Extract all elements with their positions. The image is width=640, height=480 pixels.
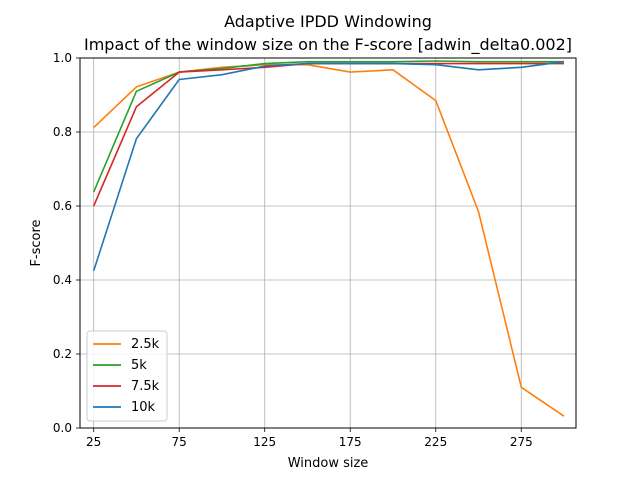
x-axis-label: Window size bbox=[288, 456, 369, 471]
x-tick-label: 75 bbox=[172, 435, 187, 449]
x-tick-label: 175 bbox=[339, 435, 362, 449]
legend-label: 10k bbox=[131, 400, 156, 415]
y-axis-ticks: 0.0 0.2 0.4 0.6 0.8 1.0 bbox=[53, 51, 80, 435]
x-tick-label: 25 bbox=[86, 435, 101, 449]
x-tick-label: 275 bbox=[510, 435, 533, 449]
legend-label: 7.5k bbox=[131, 379, 160, 394]
legend: 2.5k 5k 7.5k 10k bbox=[86, 330, 168, 422]
x-tick-label: 125 bbox=[253, 435, 276, 449]
y-tick-label: 1.0 bbox=[53, 51, 72, 65]
plot-frame bbox=[79, 57, 577, 429]
chart-subtitle: Impact of the window size on the F-score… bbox=[84, 35, 572, 55]
x-axis-ticks: 25 75 125 175 225 275 bbox=[86, 428, 533, 449]
y-tick-label: 0.6 bbox=[53, 199, 72, 213]
y-axis-label: F-score bbox=[29, 219, 44, 266]
series-lines bbox=[92, 60, 565, 417]
y-tick-label: 0.4 bbox=[53, 273, 72, 287]
chart-title: Adaptive IPDD Windowing bbox=[224, 12, 432, 31]
legend-label: 2.5k bbox=[131, 337, 160, 352]
legend-label: 5k bbox=[131, 358, 147, 373]
x-tick-label: 225 bbox=[424, 435, 447, 449]
y-tick-label: 0.2 bbox=[53, 347, 72, 361]
legend-box bbox=[86, 330, 168, 422]
y-tick-label: 0.0 bbox=[53, 421, 72, 435]
y-tick-label: 0.8 bbox=[53, 125, 72, 139]
series-line-10k bbox=[92, 60, 565, 272]
series-line-5k bbox=[92, 60, 564, 193]
